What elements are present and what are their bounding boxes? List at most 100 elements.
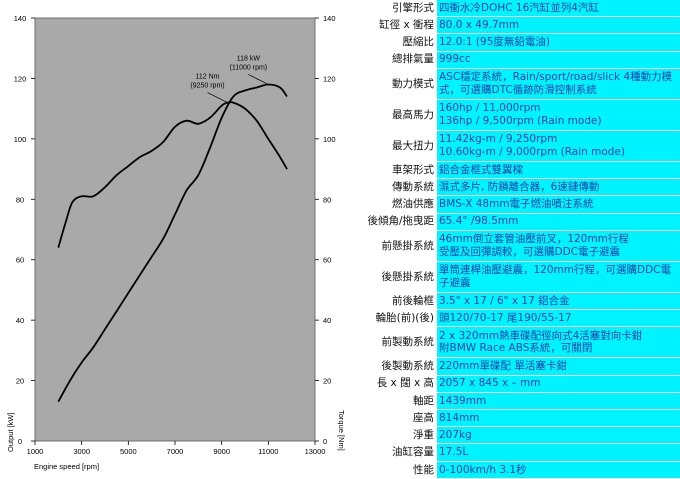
spec-value: ASC穩定系統，Rain/sport/road/slick 4種動力模式，可選購… xyxy=(437,68,680,100)
spec-value: 鋁合金框式雙翼樑 xyxy=(437,161,680,180)
annotation-label: (9250 rpm) xyxy=(190,83,224,90)
spec-row: 總排氣量 999cc xyxy=(365,51,680,69)
spec-key: 前後輪框 xyxy=(365,292,437,310)
spec-key: 總排氣量 xyxy=(365,51,437,69)
spec-value-line: BMS-X 48mm電子燃油噴注系統 xyxy=(439,198,594,211)
spec-value-line: 11.42kg-m / 9,250rpm xyxy=(439,133,558,146)
y-tick-label-right: 120 xyxy=(323,74,336,83)
y-tick-label-left: 20 xyxy=(16,377,24,386)
spec-row: 後製動系統 220mm單碟配 單活塞卡鉗 xyxy=(365,357,680,376)
spec-row: 輪胎(前)(後) 頭120/70-17 尾190/55-17 xyxy=(365,309,680,328)
spec-key: 軸距 xyxy=(365,392,437,410)
spec-value: 2057 x 845 x – mm xyxy=(437,375,680,393)
spec-value: 46mm倒立套管油壓前叉，120mm行程 受壓及回彈調較，可選購DDC電子避震 xyxy=(437,230,680,262)
spec-row: 油缸容量 17.5L xyxy=(365,443,680,462)
y-tick-label-left: 40 xyxy=(16,316,24,325)
spec-value: 單筒連桿油壓避震，120mm行程，可選購DDC電子避震 xyxy=(437,261,680,293)
spec-value-line: 160hp / 11,000rpm xyxy=(439,102,541,115)
spec-row: 前懸掛系統 46mm倒立套管油壓前叉，120mm行程 受壓及回彈調較，可選購DDC電… xyxy=(365,230,680,262)
spec-value-line: 814mm xyxy=(439,411,480,424)
spec-row: 前後輪框 3.5" x 17 / 6" x 17 鋁合金 xyxy=(365,292,680,311)
spec-row: 壓縮比 12.0:1 (95度無鉛電油) xyxy=(365,33,680,52)
spec-row: 座高 814mm xyxy=(365,409,680,428)
spec-value: 999cc xyxy=(437,51,680,69)
spec-key: 最大扭力 xyxy=(365,130,437,162)
spec-value-line: 207kg xyxy=(439,429,472,442)
spec-value-line: 12.0:1 (95度無鉛電油) xyxy=(439,36,550,49)
series-line-output xyxy=(57,83,288,403)
y-tick-label-left: 140 xyxy=(14,14,27,23)
spec-key: 車架形式 xyxy=(365,161,437,179)
spec-value: BMS-X 48mm電子燃油噴注系統 xyxy=(437,195,680,214)
spec-row: 動力模式 ASC穩定系統，Rain/sport/road/slick 4種動力模式… xyxy=(365,68,680,100)
spec-key: 傳動系統 xyxy=(365,178,437,196)
spec-value: 1439mm xyxy=(437,392,680,411)
annotation-label: 118 kW xyxy=(237,55,261,62)
spec-value-line: 17.5L xyxy=(439,446,469,459)
x-tick-label: 9000 xyxy=(213,447,230,456)
spec-row: 車架形式 鋁合金框式雙翼樑 xyxy=(365,161,680,180)
y-tick-label-right: 0 xyxy=(323,437,327,446)
spec-value-line: 2057 x 845 x – mm xyxy=(439,377,541,390)
spec-key: 輪胎(前)(後) xyxy=(365,309,437,327)
spec-value-line: 受壓及回彈調較，可選購DDC電子避震 xyxy=(439,245,621,258)
spec-value: 濕式多片, 防鎖離合器，6速鏈傳動 xyxy=(437,178,680,197)
spec-value-line: 80.0 x 49.7mm xyxy=(439,18,520,31)
spec-value-line: 單筒連桿油壓避震，120mm行程，可選購DDC電子避震 xyxy=(439,264,671,289)
series-group xyxy=(57,83,288,403)
spec-row: 後傾角/拖曳距 65.4° /98.5mm xyxy=(365,213,680,231)
spec-key: 引擎形式 xyxy=(365,0,437,17)
y-tick-label-right: 80 xyxy=(323,195,331,204)
spec-value-line: 999cc xyxy=(439,53,471,66)
spec-value-line: 0-100km/h 3.1秒 xyxy=(439,463,527,476)
spec-key: 壓縮比 xyxy=(365,33,437,52)
series-line-torque xyxy=(57,101,288,248)
spec-row: 缸徑 x 衝程 80.0 x 49.7mm xyxy=(365,16,680,35)
spec-key: 燃油供應 xyxy=(365,195,437,214)
spec-value: 四衝水冷DOHC 16汽缸並列4汽缸 xyxy=(437,0,680,18)
spec-value-line: 65.4° /98.5mm xyxy=(439,215,519,228)
spec-value-line: 鋁合金框式雙翼樑 xyxy=(439,163,523,176)
spec-key: 前懸掛系統 xyxy=(365,230,437,262)
annotation-label: 112 Nm xyxy=(196,74,220,81)
annotation-group: 118 kW (11000 rpm) 112 Nm (9250 rpm) xyxy=(190,55,269,103)
spec-value: 3.5" x 17 / 6" x 17 鋁合金 xyxy=(437,292,680,311)
spec-value: 207kg xyxy=(437,426,680,445)
y-axis-label-right: Torque [Nm] xyxy=(337,410,346,451)
y-tick-label-right: 60 xyxy=(323,256,331,265)
spec-value-line: 2 x 320mm熱車碟配徑向式4活塞對向卡鉗 xyxy=(439,329,643,342)
y-tick-label-right: 100 xyxy=(323,135,336,144)
spec-key: 性能 xyxy=(365,461,437,479)
annotation-label: (11000 rpm) xyxy=(230,64,268,71)
y-tick-label-left: 120 xyxy=(14,74,27,83)
spec-row: 引擎形式 四衝水冷DOHC 16汽缸並列4汽缸 xyxy=(365,0,680,18)
y-tick-label-right: 140 xyxy=(323,14,336,23)
plot-area xyxy=(34,17,316,442)
spec-value-line: 1439mm xyxy=(439,394,487,407)
y-axis-label-left: Output [kW] xyxy=(6,412,15,452)
spec-key: 座高 xyxy=(365,409,437,427)
spec-key: 後傾角/拖曳距 xyxy=(365,213,437,231)
spec-value: 11.42kg-m / 9,250rpm 10.60kg-m / 9,000rpm… xyxy=(437,130,680,162)
spec-row: 最大扭力 11.42kg-m / 9,250rpm 10.60kg-m / 9,00… xyxy=(365,130,680,162)
spec-row: 傳動系統 濕式多片, 防鎖離合器，6速鏈傳動 xyxy=(365,178,680,197)
spec-key: 油缸容量 xyxy=(365,443,437,462)
spec-row: 後懸掛系統 單筒連桿油壓避震，120mm行程，可選購DDC電子避震 xyxy=(365,261,680,293)
spec-value: 65.4° /98.5mm xyxy=(437,213,680,231)
dyno-chart: 1000 3000 5000 7000 9000 11000 13000 0 0 20 20 40 40… xyxy=(6,14,346,471)
spec-key: 後懸掛系統 xyxy=(365,261,437,293)
spec-value-line: 3.5" x 17 / 6" x 17 鋁合金 xyxy=(439,294,570,307)
spec-row: 燃油供應 BMS-X 48mm電子燃油噴注系統 xyxy=(365,195,680,214)
spec-key: 缸徑 x 衝程 xyxy=(365,16,437,34)
spec-value-line: 濕式多片, 防鎖離合器，6速鏈傳動 xyxy=(439,181,600,194)
annotation-leader xyxy=(207,92,228,103)
spec-value: 814mm xyxy=(437,409,680,428)
spec-row: 淨重 207kg xyxy=(365,426,680,445)
spec-value-line: 附BMW Race ABS系統，可關閉 xyxy=(439,342,593,355)
spec-value: 17.5L xyxy=(437,443,680,462)
spec-value-line: 46mm倒立套管油壓前叉，120mm行程 xyxy=(439,233,629,246)
spec-row: 最高馬力 160hp / 11,000rpm 136hp / 9,500rpm (R… xyxy=(365,99,680,131)
x-tick-label: 3000 xyxy=(73,447,90,456)
spec-value: 80.0 x 49.7mm xyxy=(437,16,680,35)
